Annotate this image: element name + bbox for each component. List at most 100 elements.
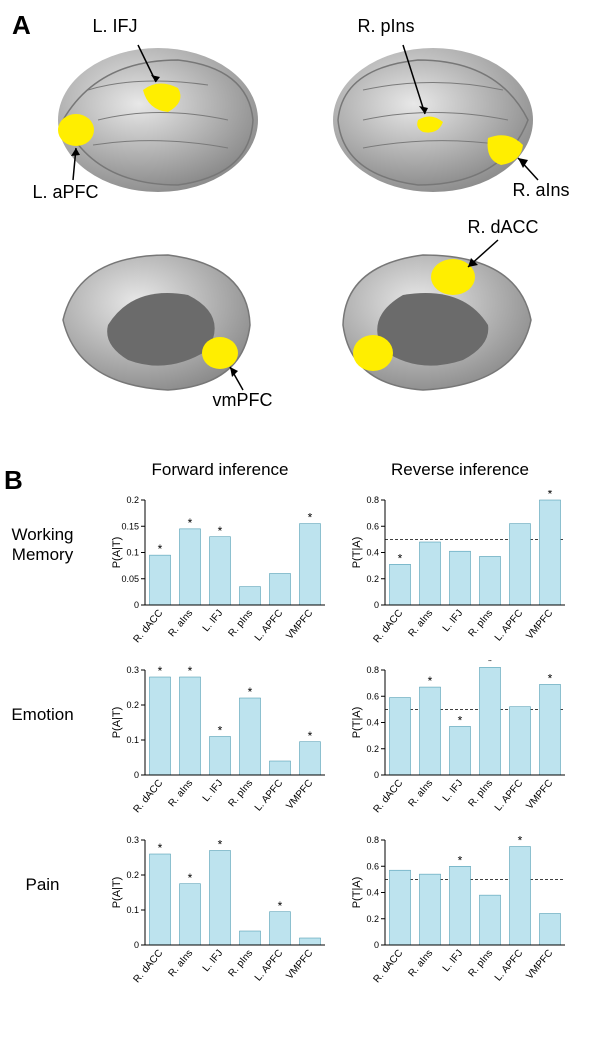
- bar: [480, 895, 501, 945]
- bar: [480, 667, 501, 775]
- bar: [480, 556, 501, 605]
- label-r-ains: R. aIns: [513, 180, 570, 201]
- region-r-dacc: [431, 259, 475, 295]
- svg-text:0.2: 0.2: [126, 870, 139, 880]
- svg-text:R. aIns: R. aIns: [407, 778, 436, 809]
- bar: [420, 542, 441, 605]
- bar: [450, 726, 471, 775]
- svg-text:*: *: [548, 671, 553, 685]
- col-header-forward: Forward inference: [110, 460, 330, 490]
- svg-text:0: 0: [134, 600, 139, 610]
- bar: [180, 884, 201, 945]
- svg-text:0.6: 0.6: [366, 521, 379, 531]
- row-label-pain: Pain: [0, 875, 85, 895]
- bar: [240, 931, 261, 945]
- svg-text:VMPFC: VMPFC: [284, 948, 315, 982]
- svg-text:0.8: 0.8: [366, 665, 379, 675]
- bar: [210, 537, 231, 605]
- svg-text:*: *: [158, 841, 163, 855]
- svg-text:*: *: [188, 516, 193, 530]
- svg-text:*: *: [458, 713, 463, 727]
- svg-text:R. aIns: R. aIns: [167, 948, 196, 979]
- svg-text:*: *: [188, 664, 193, 678]
- svg-text:*: *: [458, 853, 463, 867]
- bar: [240, 698, 261, 775]
- svg-text:R. pIns: R. pIns: [467, 608, 496, 639]
- svg-text:*: *: [278, 899, 283, 913]
- svg-text:P(T|A): P(T|A): [351, 537, 363, 569]
- bar: [450, 866, 471, 945]
- bar: [510, 524, 531, 605]
- bar: [390, 698, 411, 775]
- svg-text:0.2: 0.2: [366, 914, 379, 924]
- svg-text:L. APFC: L. APFC: [493, 778, 525, 814]
- bar: [270, 574, 291, 606]
- svg-text:R. pIns: R. pIns: [227, 948, 256, 979]
- svg-text:0.6: 0.6: [366, 861, 379, 871]
- panel-a: A: [10, 10, 580, 440]
- label-r-pins: R. pIns: [358, 16, 415, 37]
- svg-text:P(A|T): P(A|T): [111, 707, 123, 739]
- svg-text:0.4: 0.4: [366, 548, 379, 558]
- svg-text:R. pIns: R. pIns: [467, 778, 496, 809]
- bar: [270, 912, 291, 945]
- bar: [390, 564, 411, 605]
- svg-text:*: *: [308, 729, 313, 743]
- bar: [180, 529, 201, 605]
- chart-wm-forward: 00.050.10.150.2P(A|T)*R. dACC*R. aIns*L.…: [110, 490, 330, 660]
- row-label-wm: Working Memory: [0, 525, 85, 565]
- svg-text:VMPFC: VMPFC: [284, 608, 315, 642]
- bar: [540, 684, 561, 775]
- bar: [150, 677, 171, 775]
- col-header-reverse: Reverse inference: [350, 460, 570, 490]
- svg-text:VMPFC: VMPFC: [524, 948, 555, 982]
- svg-text:R. aIns: R. aIns: [407, 608, 436, 639]
- svg-text:R. dACC: R. dACC: [132, 778, 166, 815]
- svg-text:VMPFC: VMPFC: [524, 778, 555, 812]
- svg-text:R. aIns: R. aIns: [407, 948, 436, 979]
- label-r-dacc: R. dACC: [468, 217, 539, 238]
- bar: [150, 854, 171, 945]
- bar: [420, 874, 441, 945]
- region-l-apfc: [58, 114, 94, 146]
- bar: [180, 677, 201, 775]
- row-label-emotion: Emotion: [0, 705, 85, 725]
- svg-text:P(A|T): P(A|T): [111, 537, 123, 569]
- svg-text:L. APFC: L. APFC: [253, 778, 285, 814]
- svg-text:0.8: 0.8: [366, 835, 379, 845]
- svg-text:0: 0: [374, 940, 379, 950]
- svg-text:*: *: [158, 542, 163, 556]
- svg-text:L. APFC: L. APFC: [253, 948, 285, 984]
- bar: [390, 870, 411, 945]
- svg-text:R. dACC: R. dACC: [132, 608, 166, 645]
- svg-text:0.3: 0.3: [126, 835, 139, 845]
- brain-left-lateral: L. IFJ L. aPFC: [38, 20, 268, 210]
- bar: [300, 524, 321, 605]
- svg-text:0.2: 0.2: [126, 495, 139, 505]
- svg-text:P(T|A): P(T|A): [351, 877, 363, 909]
- svg-text:0: 0: [134, 940, 139, 950]
- svg-text:L. IFJ: L. IFJ: [201, 608, 226, 634]
- label-l-apfc: L. aPFC: [33, 182, 99, 203]
- svg-text:*: *: [188, 871, 193, 885]
- bar: [210, 851, 231, 946]
- svg-text:VMPFC: VMPFC: [524, 608, 555, 642]
- svg-text:0.8: 0.8: [366, 495, 379, 505]
- svg-text:*: *: [548, 490, 553, 501]
- panel-b: Forward inference Reverse inference B Wo…: [10, 460, 580, 1000]
- svg-text:R. dACC: R. dACC: [132, 948, 166, 985]
- svg-text:R. pIns: R. pIns: [227, 778, 256, 809]
- region-vmpfc: [202, 337, 238, 369]
- chart-emotion-forward: 00.10.20.3P(A|T)*R. dACC*R. aIns*L. IFJ*…: [110, 660, 330, 830]
- svg-text:0.4: 0.4: [366, 888, 379, 898]
- svg-text:P(T|A): P(T|A): [351, 707, 363, 739]
- brain-right-lateral: R. pIns R. aIns: [323, 20, 553, 210]
- svg-text:R. dACC: R. dACC: [372, 948, 406, 985]
- svg-text:0.3: 0.3: [126, 665, 139, 675]
- svg-text:0.15: 0.15: [121, 521, 139, 531]
- svg-text:0.2: 0.2: [366, 574, 379, 584]
- svg-text:L. IFJ: L. IFJ: [201, 778, 226, 804]
- svg-text:*: *: [218, 838, 223, 852]
- svg-text:0: 0: [374, 770, 379, 780]
- svg-text:0.2: 0.2: [366, 744, 379, 754]
